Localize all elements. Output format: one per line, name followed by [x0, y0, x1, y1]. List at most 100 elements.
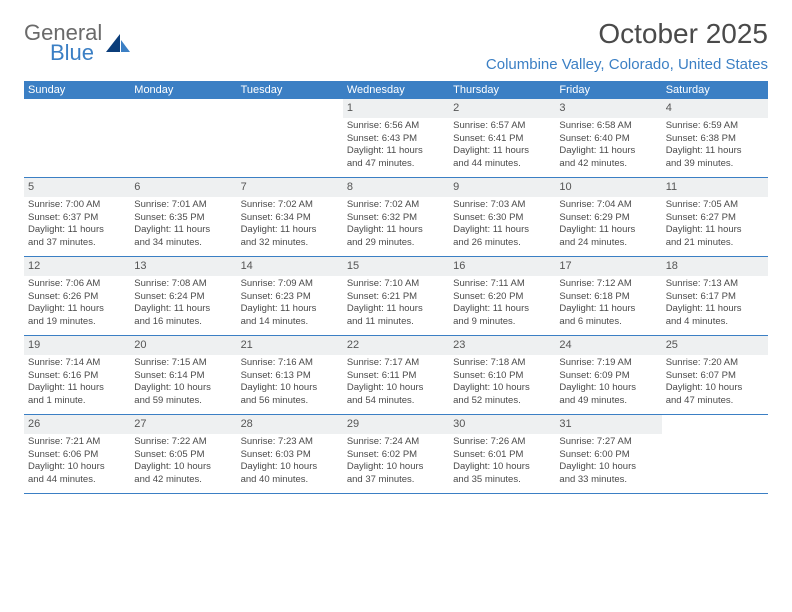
day-cell: 1Sunrise: 6:56 AMSunset: 6:43 PMDaylight… — [343, 99, 449, 177]
day-sr: Sunrise: 7:21 AM — [28, 436, 126, 449]
week-row: 1Sunrise: 6:56 AMSunset: 6:43 PMDaylight… — [24, 99, 768, 178]
day-d2: and 35 minutes. — [453, 474, 551, 487]
day-sr: Sunrise: 7:13 AM — [666, 278, 764, 291]
title-block: October 2025 Columbine Valley, Colorado,… — [486, 18, 768, 73]
day-d1: Daylight: 11 hours — [241, 224, 339, 237]
day-d1: Daylight: 11 hours — [28, 303, 126, 316]
day-cell: 21Sunrise: 7:16 AMSunset: 6:13 PMDayligh… — [237, 336, 343, 414]
day-number: 22 — [343, 336, 449, 355]
day-ss: Sunset: 6:30 PM — [453, 212, 551, 225]
day-ss: Sunset: 6:14 PM — [134, 370, 232, 383]
day-d2: and 44 minutes. — [28, 474, 126, 487]
day-sr: Sunrise: 7:02 AM — [347, 199, 445, 212]
day-number: 4 — [662, 99, 768, 118]
day-d1: Daylight: 11 hours — [347, 303, 445, 316]
day-d1: Daylight: 11 hours — [347, 224, 445, 237]
day-d2: and 44 minutes. — [453, 158, 551, 171]
day-ss: Sunset: 6:16 PM — [28, 370, 126, 383]
day-d1: Daylight: 10 hours — [666, 382, 764, 395]
day-body: Sunrise: 6:57 AMSunset: 6:41 PMDaylight:… — [449, 118, 555, 175]
day-sr: Sunrise: 7:10 AM — [347, 278, 445, 291]
day-number: 2 — [449, 99, 555, 118]
day-body: Sunrise: 7:20 AMSunset: 6:07 PMDaylight:… — [662, 355, 768, 412]
day-d2: and 32 minutes. — [241, 237, 339, 250]
day-sr: Sunrise: 6:59 AM — [666, 120, 764, 133]
day-sr: Sunrise: 7:16 AM — [241, 357, 339, 370]
day-ss: Sunset: 6:34 PM — [241, 212, 339, 225]
day-body: Sunrise: 7:13 AMSunset: 6:17 PMDaylight:… — [662, 276, 768, 333]
day-ss: Sunset: 6:38 PM — [666, 133, 764, 146]
day-number: 9 — [449, 178, 555, 197]
day-ss: Sunset: 6:27 PM — [666, 212, 764, 225]
day-d2: and 14 minutes. — [241, 316, 339, 329]
day-sr: Sunrise: 7:27 AM — [559, 436, 657, 449]
day-sr: Sunrise: 7:05 AM — [666, 199, 764, 212]
day-number: 7 — [237, 178, 343, 197]
day-cell: 8Sunrise: 7:02 AMSunset: 6:32 PMDaylight… — [343, 178, 449, 256]
day-number: 28 — [237, 415, 343, 434]
day-d2: and 9 minutes. — [453, 316, 551, 329]
weekday-monday: Monday — [130, 81, 236, 99]
day-body: Sunrise: 7:05 AMSunset: 6:27 PMDaylight:… — [662, 197, 768, 254]
weekday-tuesday: Tuesday — [237, 81, 343, 99]
day-ss: Sunset: 6:06 PM — [28, 449, 126, 462]
day-body: Sunrise: 7:22 AMSunset: 6:05 PMDaylight:… — [130, 434, 236, 491]
day-ss: Sunset: 6:05 PM — [134, 449, 232, 462]
day-cell: 26Sunrise: 7:21 AMSunset: 6:06 PMDayligh… — [24, 415, 130, 493]
day-cell-empty — [662, 415, 768, 493]
day-cell: 31Sunrise: 7:27 AMSunset: 6:00 PMDayligh… — [555, 415, 661, 493]
day-sr: Sunrise: 7:15 AM — [134, 357, 232, 370]
day-d2: and 52 minutes. — [453, 395, 551, 408]
day-sr: Sunrise: 7:12 AM — [559, 278, 657, 291]
day-ss: Sunset: 6:23 PM — [241, 291, 339, 304]
day-cell: 4Sunrise: 6:59 AMSunset: 6:38 PMDaylight… — [662, 99, 768, 177]
header: General Blue October 2025 Columbine Vall… — [24, 18, 768, 73]
day-ss: Sunset: 6:13 PM — [241, 370, 339, 383]
day-cell: 25Sunrise: 7:20 AMSunset: 6:07 PMDayligh… — [662, 336, 768, 414]
day-number: 14 — [237, 257, 343, 276]
day-d1: Daylight: 10 hours — [347, 461, 445, 474]
day-body: Sunrise: 6:59 AMSunset: 6:38 PMDaylight:… — [662, 118, 768, 175]
day-cell-empty — [237, 99, 343, 177]
day-d1: Daylight: 10 hours — [453, 461, 551, 474]
day-d1: Daylight: 11 hours — [134, 224, 232, 237]
day-ss: Sunset: 6:03 PM — [241, 449, 339, 462]
day-body: Sunrise: 7:21 AMSunset: 6:06 PMDaylight:… — [24, 434, 130, 491]
day-number: 27 — [130, 415, 236, 434]
day-number: 8 — [343, 178, 449, 197]
day-sr: Sunrise: 7:04 AM — [559, 199, 657, 212]
day-d1: Daylight: 11 hours — [559, 224, 657, 237]
day-cell-empty — [24, 99, 130, 177]
day-d1: Daylight: 11 hours — [559, 145, 657, 158]
day-d2: and 33 minutes. — [559, 474, 657, 487]
day-d2: and 47 minutes. — [666, 395, 764, 408]
day-d2: and 42 minutes. — [559, 158, 657, 171]
day-body: Sunrise: 7:03 AMSunset: 6:30 PMDaylight:… — [449, 197, 555, 254]
day-sr: Sunrise: 7:06 AM — [28, 278, 126, 291]
day-cell: 3Sunrise: 6:58 AMSunset: 6:40 PMDaylight… — [555, 99, 661, 177]
day-sr: Sunrise: 7:08 AM — [134, 278, 232, 291]
day-cell: 11Sunrise: 7:05 AMSunset: 6:27 PMDayligh… — [662, 178, 768, 256]
weeks-container: 1Sunrise: 6:56 AMSunset: 6:43 PMDaylight… — [24, 99, 768, 494]
day-cell-empty — [130, 99, 236, 177]
day-ss: Sunset: 6:02 PM — [347, 449, 445, 462]
day-d2: and 49 minutes. — [559, 395, 657, 408]
day-d1: Daylight: 10 hours — [241, 382, 339, 395]
day-d2: and 39 minutes. — [666, 158, 764, 171]
day-body: Sunrise: 7:08 AMSunset: 6:24 PMDaylight:… — [130, 276, 236, 333]
day-d2: and 11 minutes. — [347, 316, 445, 329]
day-cell: 15Sunrise: 7:10 AMSunset: 6:21 PMDayligh… — [343, 257, 449, 335]
day-cell: 17Sunrise: 7:12 AMSunset: 6:18 PMDayligh… — [555, 257, 661, 335]
weekday-wednesday: Wednesday — [343, 81, 449, 99]
day-d2: and 54 minutes. — [347, 395, 445, 408]
day-ss: Sunset: 6:32 PM — [347, 212, 445, 225]
day-body: Sunrise: 7:00 AMSunset: 6:37 PMDaylight:… — [24, 197, 130, 254]
day-ss: Sunset: 6:41 PM — [453, 133, 551, 146]
day-body: Sunrise: 7:02 AMSunset: 6:32 PMDaylight:… — [343, 197, 449, 254]
day-body: Sunrise: 7:10 AMSunset: 6:21 PMDaylight:… — [343, 276, 449, 333]
day-d2: and 40 minutes. — [241, 474, 339, 487]
day-d2: and 47 minutes. — [347, 158, 445, 171]
day-ss: Sunset: 6:37 PM — [28, 212, 126, 225]
day-ss: Sunset: 6:01 PM — [453, 449, 551, 462]
day-d1: Daylight: 11 hours — [453, 224, 551, 237]
